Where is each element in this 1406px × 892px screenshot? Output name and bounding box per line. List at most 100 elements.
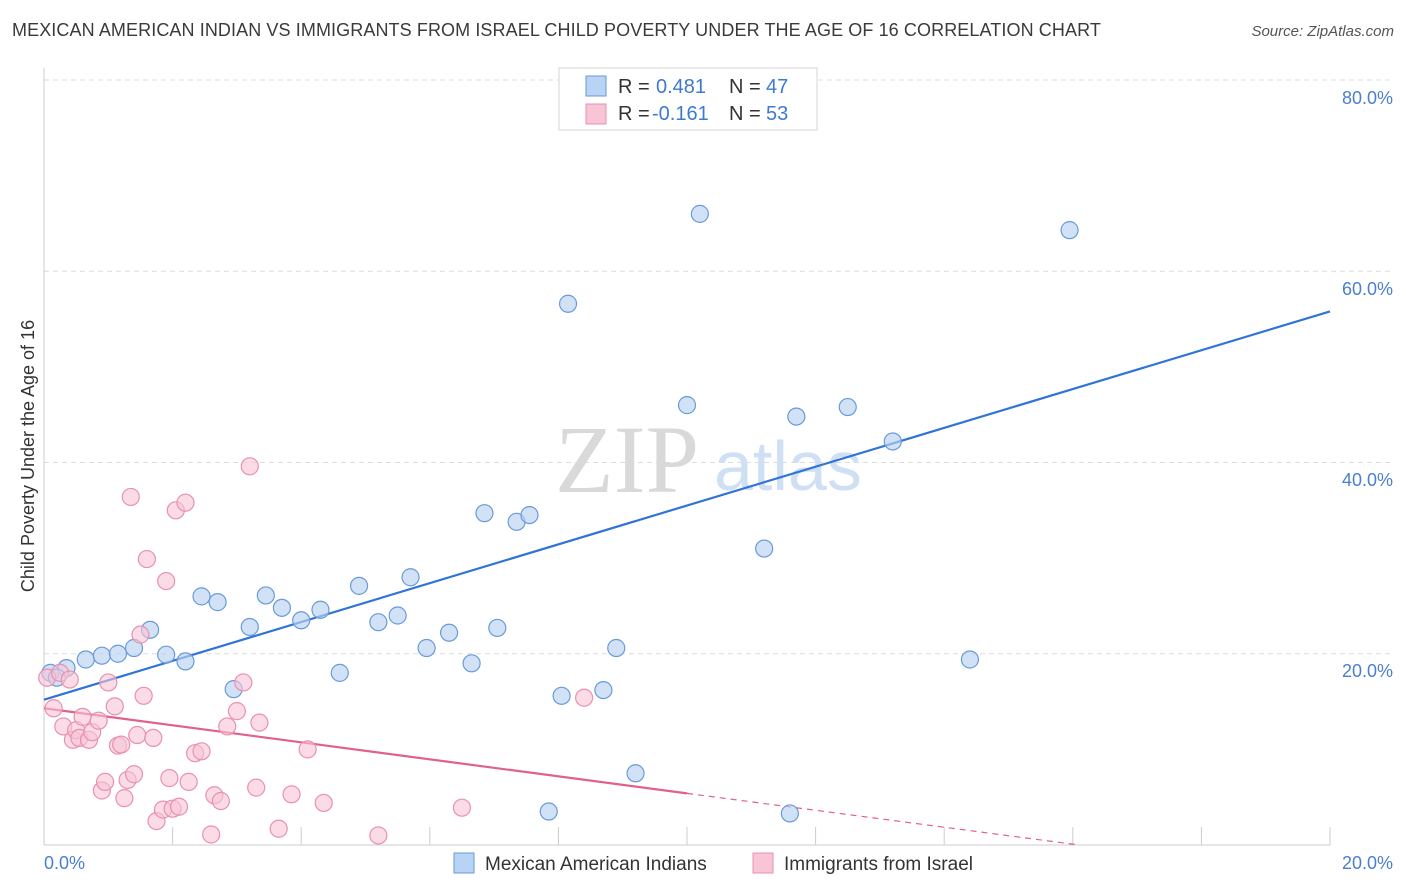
point-immigrants-from-israel-47 — [269, 819, 288, 838]
y-tick-label-60: 60.0% — [1342, 279, 1393, 299]
point-immigrants-from-israel-44 — [240, 457, 259, 476]
point-mexican-american-indians-40 — [780, 804, 799, 823]
point-immigrants-from-israel-34 — [176, 493, 195, 512]
point-mexican-american-indians-14 — [272, 598, 292, 617]
chart-source: Source: ZipAtlas.com — [1251, 23, 1394, 40]
watermark: ZIP atlas — [555, 406, 862, 513]
point-mexican-american-indians-25 — [475, 504, 494, 523]
point-immigrants-from-israel-49 — [298, 740, 317, 759]
legend-n-value-1: 47 — [766, 76, 788, 98]
bottom-legend: Mexican American Indians Immigrants from… — [453, 852, 973, 875]
legend-swatch-blue — [585, 75, 607, 97]
y-tick-label-80: 80.0% — [1342, 88, 1393, 108]
bottom-legend-swatch-pink — [752, 852, 774, 874]
trend-line-mexican-american-indians — [43, 310, 1331, 701]
point-immigrants-from-israel-53 — [452, 798, 472, 817]
trend-line-immigrants-from-israel-extension — [686, 792, 1080, 846]
trend-lines — [43, 310, 1331, 846]
point-mexican-american-indians-21 — [401, 568, 420, 587]
point-mexican-american-indians-31 — [558, 294, 578, 313]
point-immigrants-from-israel-33 — [169, 797, 189, 816]
point-immigrants-from-israel-23 — [131, 625, 150, 644]
point-mexican-american-indians-33 — [607, 638, 626, 658]
watermark-zip: ZIP — [555, 406, 699, 513]
y-tick-labels: 80.0% 60.0% 40.0% 20.0% — [1342, 88, 1393, 681]
y-tick-label-40: 40.0% — [1342, 470, 1393, 490]
point-immigrants-from-israel-25 — [137, 549, 156, 569]
series-immigrants-from-israel — [38, 457, 594, 845]
point-immigrants-from-israel-50 — [314, 793, 333, 813]
point-mexican-american-indians-3 — [92, 646, 111, 665]
watermark-atlas: atlas — [714, 427, 862, 505]
point-immigrants-from-israel-20 — [121, 487, 140, 507]
point-mexican-american-indians-10 — [208, 593, 227, 612]
point-mexican-american-indians-22 — [417, 638, 436, 658]
point-immigrants-from-israel-22 — [128, 725, 147, 745]
legend-n-label-1: N = — [729, 76, 761, 98]
point-immigrants-from-israel-45 — [247, 778, 266, 797]
point-mexican-american-indians-30 — [552, 686, 571, 705]
point-mexican-american-indians-44 — [960, 650, 980, 669]
point-mexican-american-indians-41 — [787, 407, 806, 426]
point-mexican-american-indians-43 — [883, 432, 902, 451]
point-mexican-american-indians-28 — [520, 505, 539, 525]
point-mexican-american-indians-4 — [108, 644, 128, 663]
point-immigrants-from-israel-8 — [73, 707, 92, 726]
point-mexican-american-indians-39 — [755, 539, 774, 558]
point-mexican-american-indians-15 — [292, 611, 311, 630]
point-immigrants-from-israel-30 — [160, 768, 179, 788]
point-mexican-american-indians-20 — [388, 606, 407, 625]
gridlines — [44, 79, 1393, 655]
point-immigrants-from-israel-51 — [369, 826, 388, 845]
point-immigrants-from-israel-18 — [115, 789, 134, 808]
bottom-legend-label-pink: Immigrants from Israel — [784, 854, 973, 875]
bottom-legend-label-blue: Mexican American Indians — [485, 854, 707, 875]
point-mexican-american-indians-13 — [256, 586, 275, 605]
point-immigrants-from-israel-38 — [202, 825, 221, 844]
point-immigrants-from-israel-42 — [227, 702, 246, 721]
point-mexican-american-indians-2 — [76, 650, 95, 669]
point-mexican-american-indians-8 — [176, 652, 195, 671]
legend-swatch-pink — [585, 103, 607, 125]
point-immigrants-from-israel-26 — [144, 728, 163, 748]
point-mexican-american-indians-34 — [626, 764, 645, 783]
point-mexican-american-indians-7 — [157, 645, 176, 664]
y-axis-label: Child Poverty Under the Age of 16 — [18, 320, 38, 592]
x-ticks — [43, 827, 1331, 845]
point-mexican-american-indians-37 — [690, 204, 709, 223]
point-mexican-american-indians-42 — [838, 397, 857, 417]
point-immigrants-from-israel-37 — [192, 742, 211, 761]
point-mexican-american-indians-9 — [192, 587, 211, 606]
point-immigrants-from-israel-4 — [60, 670, 79, 689]
point-mexican-american-indians-12 — [240, 617, 259, 637]
bottom-legend-swatch-blue — [453, 852, 475, 874]
point-immigrants-from-israel-1 — [44, 699, 63, 718]
legend-box: R = 0.481 N = 47 R = -0.161 N = 53 — [558, 67, 818, 131]
point-immigrants-from-israel-11 — [89, 711, 108, 730]
point-mexican-american-indians-36 — [677, 396, 697, 415]
point-immigrants-from-israel-21 — [124, 765, 144, 784]
point-mexican-american-indians-19 — [369, 613, 388, 632]
point-mexican-american-indians-26 — [488, 618, 507, 638]
chart-title: MEXICAN AMERICAN INDIAN VS IMMIGRANTS FR… — [12, 20, 1101, 40]
legend-n-label-2: N = — [729, 103, 761, 125]
legend-r-value-1: 0.481 — [656, 76, 706, 98]
point-immigrants-from-israel-46 — [250, 713, 269, 732]
x-tick-label-min: 0.0% — [44, 853, 85, 873]
x-tick-label-max: 20.0% — [1342, 853, 1393, 873]
point-immigrants-from-israel-52 — [575, 688, 594, 707]
point-immigrants-from-israel-48 — [282, 785, 301, 804]
point-mexican-american-indians-18 — [349, 576, 369, 595]
point-immigrants-from-israel-13 — [95, 772, 115, 791]
legend-r-label-2: R = — [618, 103, 650, 125]
point-mexican-american-indians-17 — [330, 663, 349, 682]
point-immigrants-from-israel-17 — [112, 735, 131, 754]
point-immigrants-from-israel-35 — [179, 772, 198, 791]
y-tick-label-20: 20.0% — [1342, 661, 1393, 681]
point-immigrants-from-israel-24 — [134, 686, 153, 705]
legend-n-value-2: 53 — [766, 103, 788, 125]
legend-r-value-2: -0.161 — [652, 103, 709, 125]
point-immigrants-from-israel-41 — [218, 717, 237, 736]
point-mexican-american-indians-32 — [594, 680, 613, 700]
